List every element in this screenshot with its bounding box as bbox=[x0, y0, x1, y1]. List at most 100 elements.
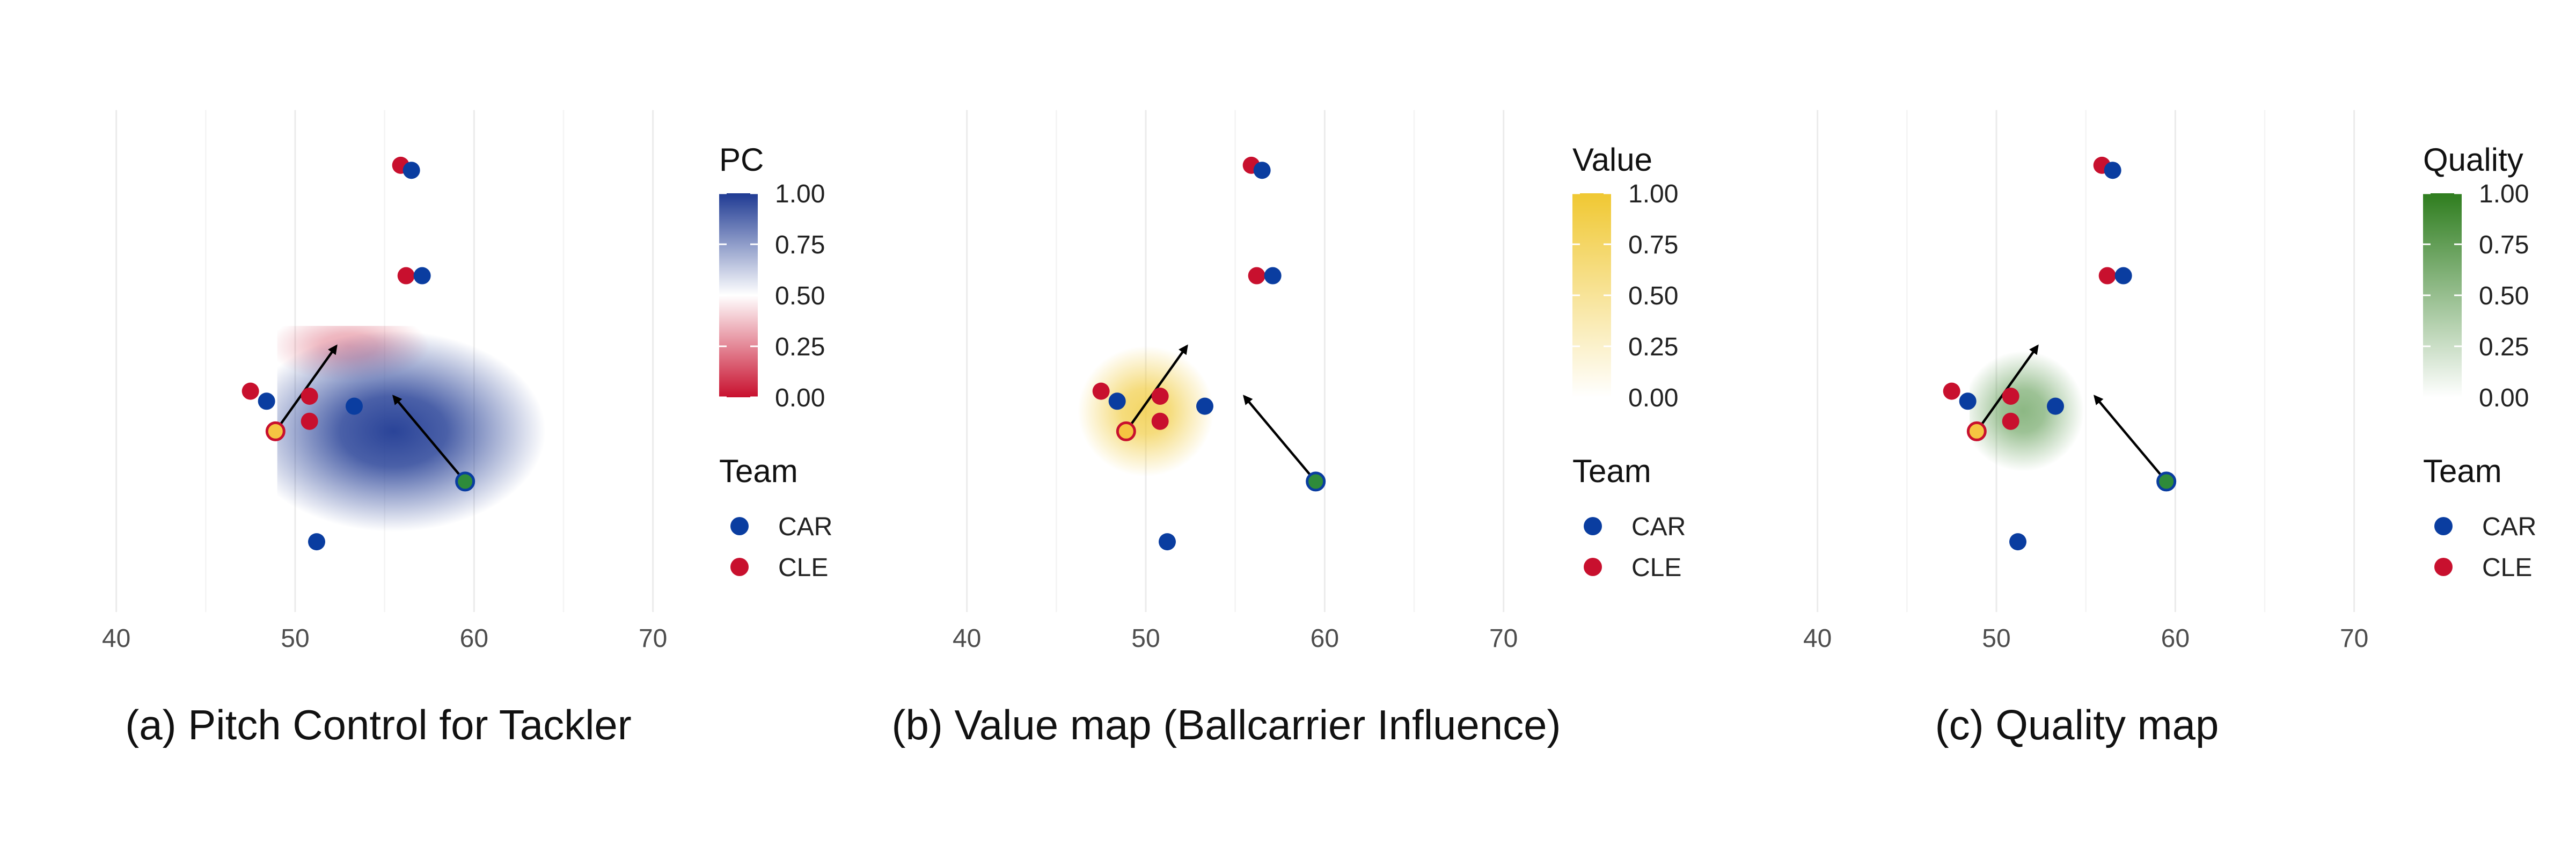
ballcarrier-point bbox=[1116, 421, 1136, 441]
plot-area-pitch-control: 40 50 60 70 bbox=[102, 110, 667, 653]
colorbar-label: 0.50 bbox=[2479, 282, 2529, 310]
fill-legend-title: Quality bbox=[2423, 142, 2523, 178]
team-legend-label: CLE bbox=[2482, 554, 2532, 582]
player-point bbox=[241, 382, 259, 400]
tackler-point bbox=[2156, 471, 2177, 492]
colorbar-label: 0.75 bbox=[1628, 231, 1678, 259]
player-point bbox=[2114, 267, 2132, 285]
team-legend-key bbox=[1584, 558, 1602, 576]
x-tick-label: 50 bbox=[1131, 624, 1160, 653]
team-legend-title: Team bbox=[2423, 453, 2502, 489]
heat-field bbox=[277, 326, 546, 532]
x-tick-label: 70 bbox=[1489, 624, 1518, 653]
team-legend-label: CAR bbox=[1631, 513, 1686, 541]
movement-arrow bbox=[1243, 395, 1317, 483]
player-point bbox=[2009, 533, 2026, 551]
colorbar-label: 0.25 bbox=[1628, 333, 1678, 361]
movement-arrow bbox=[392, 395, 466, 483]
colorbar-label: 1.00 bbox=[775, 180, 825, 208]
colorbar-label: 1.00 bbox=[1628, 180, 1678, 208]
colorbar-label: 0.50 bbox=[775, 282, 825, 310]
heat-field bbox=[1970, 351, 2084, 472]
x-tick-label: 40 bbox=[953, 624, 981, 653]
colorbar-label: 0.75 bbox=[775, 231, 825, 259]
player-point bbox=[397, 267, 415, 285]
colorbar-label: 0.25 bbox=[2479, 333, 2529, 361]
team-legend-title: Team bbox=[1572, 453, 1651, 489]
player-point bbox=[2002, 387, 2019, 405]
x-tick-label: 60 bbox=[460, 624, 488, 653]
team-legend-key bbox=[2434, 517, 2453, 535]
ballcarrier-point bbox=[265, 421, 286, 441]
heat-field bbox=[1078, 346, 1214, 477]
player-point bbox=[413, 267, 431, 285]
movement-arrow bbox=[2094, 395, 2168, 483]
caption-pitch-control: (a) Pitch Control for Tackler bbox=[125, 701, 632, 748]
legend-pitch-control: PC 1.00 0.75 0.50 0.25 0.00 Team CAR CLE bbox=[719, 142, 832, 582]
x-tick-label: 50 bbox=[281, 624, 309, 653]
caption-value-map: (b) Value map (Ballcarrier Influence) bbox=[891, 701, 1561, 748]
player-point bbox=[1253, 162, 1271, 179]
colorbar-label: 0.00 bbox=[775, 384, 825, 412]
player-point bbox=[2047, 397, 2064, 415]
player-point bbox=[308, 533, 325, 551]
player-point bbox=[1108, 392, 1126, 410]
x-tick-label: 40 bbox=[102, 624, 130, 653]
player-point bbox=[1151, 387, 1169, 405]
heat-blob bbox=[277, 331, 546, 532]
colorbar-label: 0.00 bbox=[2479, 384, 2529, 412]
player-point bbox=[402, 162, 420, 179]
x-tick-label: 70 bbox=[639, 624, 667, 653]
heat-blob bbox=[1078, 346, 1214, 477]
team-legend-label: CAR bbox=[778, 513, 832, 541]
team-legend-label: CLE bbox=[778, 554, 828, 582]
player-point bbox=[301, 412, 318, 430]
colorbar-label: 0.75 bbox=[2479, 231, 2529, 259]
fill-legend-title: PC bbox=[719, 142, 764, 178]
team-legend-label: CLE bbox=[1631, 554, 1681, 582]
x-tick-label: 60 bbox=[1311, 624, 1339, 653]
fill-legend-title: Value bbox=[1572, 142, 1652, 178]
player-point bbox=[346, 397, 363, 415]
team-legend-key bbox=[2434, 558, 2453, 576]
player-point bbox=[1959, 392, 1977, 410]
tackler-point bbox=[1306, 471, 1326, 492]
team-legend-key bbox=[730, 517, 749, 535]
player-point bbox=[2098, 267, 2116, 285]
player-point bbox=[1248, 267, 1265, 285]
tackler-point bbox=[455, 471, 475, 492]
x-tick-label: 40 bbox=[1803, 624, 1832, 653]
x-tick-label: 60 bbox=[2161, 624, 2190, 653]
team-legend-key bbox=[730, 558, 749, 576]
plot-area-quality-map: 40 50 60 70 bbox=[1803, 110, 2368, 653]
colorbar-label: 0.25 bbox=[775, 333, 825, 361]
player-point bbox=[1159, 533, 1176, 551]
x-tick-label: 50 bbox=[1982, 624, 2010, 653]
team-legend-title: Team bbox=[719, 453, 798, 489]
player-point bbox=[258, 392, 275, 410]
team-legend-label: CAR bbox=[2482, 513, 2536, 541]
player-point bbox=[1092, 382, 1110, 400]
colorbar-label: 0.50 bbox=[1628, 282, 1678, 310]
player-point bbox=[1196, 397, 1213, 415]
player-point bbox=[1151, 412, 1169, 430]
player-point bbox=[2002, 412, 2019, 430]
x-tick-label: 70 bbox=[2340, 624, 2368, 653]
player-point bbox=[1264, 267, 1282, 285]
caption-quality-map: (c) Quality map bbox=[1935, 701, 2219, 748]
heat-blob bbox=[1970, 351, 2084, 472]
player-point bbox=[2104, 162, 2121, 179]
ballcarrier-point bbox=[1966, 421, 1987, 441]
team-legend-key bbox=[1584, 517, 1602, 535]
panel-pitch-control: 40 50 60 70 PC 1.00 0.75 0.50 0.25 0.00 Team CAR CL… bbox=[102, 110, 832, 748]
colorbar-label: 0.00 bbox=[1628, 384, 1678, 412]
player-point bbox=[301, 387, 318, 405]
colorbar-label: 1.00 bbox=[2479, 180, 2529, 208]
player-point bbox=[1943, 382, 1960, 400]
plot-area-value-map: 40 50 60 70 bbox=[953, 110, 1518, 653]
